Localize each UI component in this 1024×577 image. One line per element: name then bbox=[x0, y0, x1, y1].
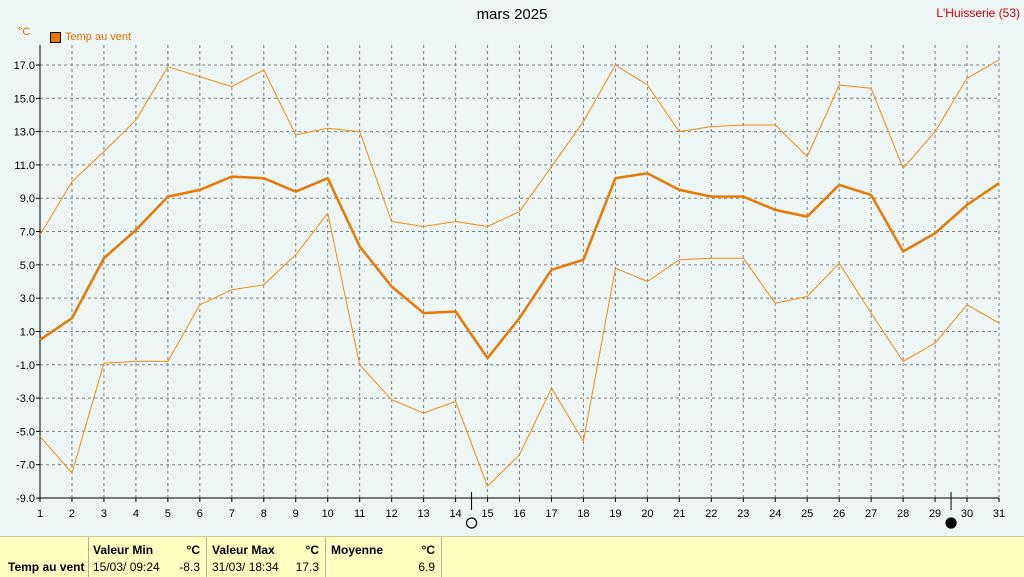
y-tick-label: 15.0 bbox=[14, 93, 35, 105]
x-tick-label: 28 bbox=[897, 508, 909, 520]
footer-mean-column: Moyenne °C 6.9 bbox=[326, 537, 442, 577]
y-tick-label: -3.0 bbox=[16, 393, 35, 405]
x-tick-label: 14 bbox=[449, 508, 461, 520]
mean-value: 6.9 bbox=[418, 560, 435, 574]
mean-label: Moyenne bbox=[331, 543, 384, 557]
x-tick-label: 7 bbox=[229, 508, 235, 520]
x-tick-label: 4 bbox=[133, 508, 139, 520]
x-tick-label: 20 bbox=[641, 508, 653, 520]
x-tick-label: 24 bbox=[769, 508, 781, 520]
temperature-chart: -9.0 -7.0 -5.0 -3.0 -1.0 1.0 3.0 5.0 7.0 9.0 11.0 1… bbox=[14, 45, 1005, 529]
max-date: 31/03/ 18:34 bbox=[212, 560, 279, 574]
x-tick-label: 13 bbox=[417, 508, 429, 520]
x-tick-label: 15 bbox=[481, 508, 493, 520]
y-tick-label: 13.0 bbox=[14, 127, 35, 139]
y-tick-label: 5.0 bbox=[20, 260, 35, 272]
max-unit: °C bbox=[305, 543, 319, 557]
min-value: -8.3 bbox=[179, 560, 200, 574]
x-tick-label: 5 bbox=[165, 508, 171, 520]
y-tick-label: 1.0 bbox=[20, 326, 35, 338]
station-name: L'Huisserie (53) bbox=[936, 6, 1020, 20]
x-tick-label: 27 bbox=[865, 508, 877, 520]
x-tick-label: 16 bbox=[513, 508, 525, 520]
x-tick-label: 26 bbox=[833, 508, 845, 520]
y-tick-label: -1.0 bbox=[16, 360, 35, 372]
y-tick-label: 11.0 bbox=[14, 160, 35, 172]
x-tick-label: 11 bbox=[354, 508, 365, 520]
plot-area bbox=[40, 45, 999, 498]
x-tick-label: 31 bbox=[993, 508, 1005, 520]
min-label: Valeur Min bbox=[93, 543, 154, 557]
footer-label-column bbox=[0, 537, 89, 577]
footer-row-label: Temp au vent bbox=[8, 560, 85, 574]
x-tick-label: 19 bbox=[609, 508, 621, 520]
x-tick-label: 25 bbox=[801, 508, 813, 520]
x-tick-label: 1 bbox=[37, 508, 43, 520]
mean-unit: °C bbox=[421, 543, 435, 557]
x-tick-label: 18 bbox=[577, 508, 589, 520]
y-tick-label: 9.0 bbox=[20, 193, 35, 205]
footer-max-column: Valeur Max °C 31/03/ 18:34 17.3 bbox=[207, 537, 326, 577]
y-tick-label: 7.0 bbox=[20, 227, 35, 239]
min-unit: °C bbox=[186, 543, 200, 557]
moon-full-icon bbox=[465, 517, 478, 529]
x-tick-label: 6 bbox=[197, 508, 203, 520]
y-tick-label: -5.0 bbox=[16, 426, 35, 438]
legend: Temp au vent bbox=[50, 31, 131, 43]
y-tick-label: -9.0 bbox=[16, 493, 35, 505]
x-tick-label: 8 bbox=[261, 508, 267, 520]
x-tick-label: 21 bbox=[673, 508, 685, 520]
x-tick-label: 17 bbox=[545, 508, 557, 520]
x-tick-label: 10 bbox=[322, 508, 334, 520]
stats-footer: Temp au vent Valeur Min °C 15/03/ 09:24 … bbox=[0, 536, 1024, 577]
legend-swatch bbox=[50, 31, 61, 43]
x-tick-label: 2 bbox=[69, 508, 75, 520]
y-tick-label: 3.0 bbox=[20, 293, 35, 305]
series-line-max bbox=[39, 59, 1000, 236]
series-line-mean bbox=[39, 172, 1000, 360]
x-tick-label: 22 bbox=[705, 508, 717, 520]
moon-new-icon bbox=[945, 517, 957, 529]
legend-label: Temp au vent bbox=[65, 31, 132, 43]
y-tick-label: -7.0 bbox=[16, 460, 35, 472]
x-tick-label: 12 bbox=[386, 508, 398, 520]
x-tick-label: 3 bbox=[101, 508, 107, 520]
x-tick-label: 30 bbox=[961, 508, 973, 520]
x-tick-label: 29 bbox=[929, 508, 941, 520]
footer-min-column: Valeur Min °C 15/03/ 09:24 -8.3 bbox=[88, 537, 207, 577]
series-line-min bbox=[39, 212, 1000, 487]
min-date: 15/03/ 09:24 bbox=[93, 560, 160, 574]
max-value: 17.3 bbox=[295, 560, 319, 574]
x-tick-label: 23 bbox=[737, 508, 749, 520]
chart-title: mars 2025 bbox=[476, 6, 548, 23]
x-tick-label: 9 bbox=[293, 508, 299, 520]
max-label: Valeur Max bbox=[212, 543, 275, 557]
y-axis-unit: °C bbox=[18, 26, 31, 38]
y-tick-label: 17.0 bbox=[14, 60, 35, 72]
